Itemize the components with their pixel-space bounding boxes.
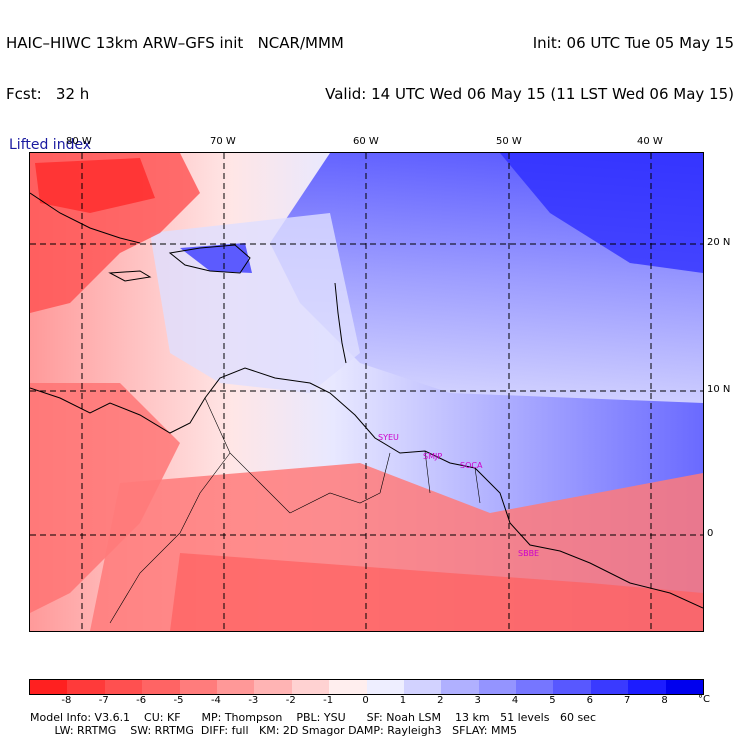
colorbar-swatch bbox=[590, 680, 629, 694]
colorbar-tick-label: -5 bbox=[173, 695, 184, 706]
colorbar-swatch bbox=[553, 680, 591, 694]
colorbar-tick-label: 8 bbox=[661, 695, 668, 706]
colorbar-swatch bbox=[291, 680, 330, 694]
hispaniola-stable bbox=[180, 243, 252, 273]
colorbar-tick-label: -1 bbox=[323, 695, 334, 706]
model-info-line1: Model Info: V3.6.1 CU: KF MP: Thompson P… bbox=[30, 711, 597, 724]
colorbar-swatch bbox=[67, 680, 105, 694]
station-sbbe: SBBE bbox=[518, 549, 540, 558]
colorbar-tick-label: 2 bbox=[437, 695, 444, 706]
header-right: Init: 06 UTC Tue 05 May 15 Valid: 14 UTC… bbox=[325, 1, 734, 120]
colorbar-tick-label: -6 bbox=[136, 695, 147, 706]
amazon-unstable-core bbox=[170, 553, 703, 631]
init-time: Init: 06 UTC Tue 05 May 15 bbox=[532, 34, 734, 52]
colorbar bbox=[29, 679, 704, 695]
colorbar-swatch bbox=[179, 680, 217, 694]
lon-label-80w: 80 W bbox=[66, 136, 92, 147]
colorbar-tick-label: -8 bbox=[61, 695, 72, 706]
lon-label-50w: 50 W bbox=[496, 136, 522, 147]
model-title: HAIC–HIWC 13km ARW–GFS init NCAR/MMM bbox=[6, 34, 344, 52]
graticule bbox=[30, 153, 703, 631]
colorbar-swatch bbox=[478, 680, 517, 694]
colorbar-swatch bbox=[441, 680, 479, 694]
lat-label-10n: 10 N bbox=[707, 384, 731, 395]
lifted-index-map[interactable]: SYEU SMJP SOCA SBBE bbox=[29, 152, 704, 632]
bahamas-unstable-core bbox=[35, 158, 155, 213]
forecast-hour: Fcst: 32 h bbox=[6, 85, 90, 103]
colorbar-tick-label: 3 bbox=[474, 695, 481, 706]
lat-label-0: 0 bbox=[707, 528, 714, 539]
lat-label-20n: 20 N bbox=[707, 237, 731, 248]
colorbar-unit: °C bbox=[698, 694, 710, 705]
colorbar-tick-label: 5 bbox=[549, 695, 556, 706]
station-soca: SOCA bbox=[460, 461, 483, 470]
colorbar-tick-label: 7 bbox=[624, 695, 631, 706]
country-borders bbox=[109, 397, 481, 624]
colorbar-tick-label: 1 bbox=[399, 695, 407, 706]
colorbar-swatch bbox=[104, 680, 143, 694]
lon-label-70w: 70 W bbox=[210, 136, 236, 147]
very-stable-core bbox=[500, 153, 703, 273]
colorbar-tick-label: -7 bbox=[98, 695, 109, 706]
colorbar-swatch bbox=[628, 680, 666, 694]
colorbar-swatch bbox=[366, 680, 404, 694]
field-name: Lifted index bbox=[9, 137, 92, 153]
colorbar-swatch bbox=[254, 680, 292, 694]
coastlines bbox=[30, 192, 703, 609]
model-info-line2: LW: RRTMG SW: RRTMG DIFF: full KM: 2D Sm… bbox=[30, 724, 517, 737]
colorbar-swatch bbox=[216, 680, 255, 694]
colorbar-tick-label: 4 bbox=[511, 695, 519, 706]
central-america-unstable bbox=[30, 383, 180, 613]
map-field-svg bbox=[30, 153, 703, 631]
colorbar-tick-label: 6 bbox=[586, 695, 594, 706]
colorbar-swatch bbox=[403, 680, 442, 694]
valid-time: Valid: 14 UTC Wed 06 May 15 (11 LST Wed … bbox=[325, 85, 734, 103]
colorbar-swatch bbox=[665, 680, 704, 694]
colorbar-tick-label: 0 bbox=[362, 695, 369, 706]
station-syeu: SYEU bbox=[378, 433, 399, 442]
colorbar-swatch bbox=[329, 680, 367, 694]
colorbar-tick-label: -3 bbox=[248, 695, 259, 706]
colorbar-swatch bbox=[516, 680, 554, 694]
colorbar-swatch bbox=[30, 680, 68, 694]
station-smjp: SMJP bbox=[423, 452, 443, 461]
header-left: HAIC–HIWC 13km ARW–GFS init NCAR/MMM Fcs… bbox=[6, 1, 344, 171]
colorbar-swatch bbox=[142, 680, 180, 694]
colorbar-tick-label: -2 bbox=[285, 695, 296, 706]
lon-label-60w: 60 W bbox=[353, 136, 379, 147]
colorbar-tick-label: -4 bbox=[210, 695, 221, 706]
lon-label-40w: 40 W bbox=[637, 136, 663, 147]
